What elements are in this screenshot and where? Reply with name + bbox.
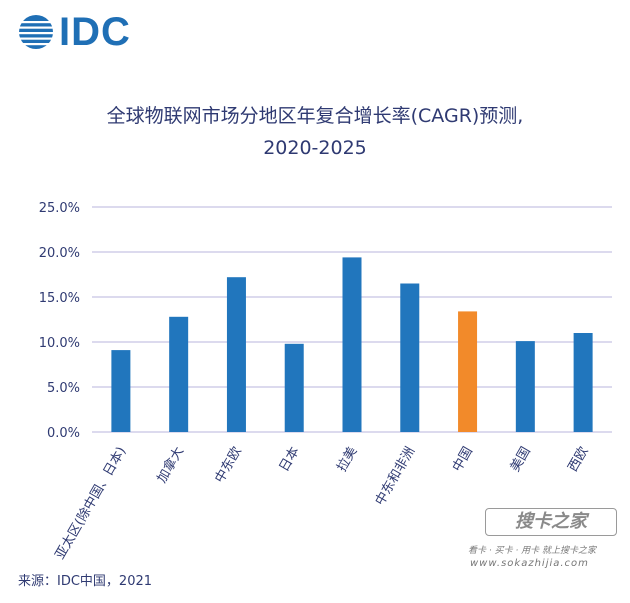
chart-title: 全球物联网市场分地区年复合增长率(CAGR)预测, 2020-2025 bbox=[0, 100, 630, 164]
x-tick-label: 中东欧 bbox=[212, 445, 244, 486]
watermark-slogan: 看卡 · 买卡 · 用卡 就上搜卡之家 bbox=[468, 546, 597, 556]
chart-title-line1: 全球物联网市场分地区年复合增长率(CAGR)预测, bbox=[106, 105, 524, 127]
watermark-url: www.sokazhijia.com bbox=[470, 558, 589, 569]
bar bbox=[515, 341, 535, 432]
bar bbox=[226, 277, 246, 432]
bar bbox=[342, 257, 362, 432]
source-note: 来源：IDC中国，2021 bbox=[18, 574, 153, 589]
y-tick-label: 25.0% bbox=[39, 201, 80, 216]
x-tick-label: 中东和非洲 bbox=[373, 445, 418, 509]
x-tick-label: 加拿大 bbox=[154, 444, 187, 486]
x-tick-label: 美国 bbox=[508, 445, 534, 475]
y-tick-label: 15.0% bbox=[39, 291, 80, 306]
bar-chart: 0.0% 5.0% 10.0% 15.0% 20.0% 25.0% 亚太区(除中国、日本) 加… bbox=[39, 201, 612, 563]
y-tick-label: 10.0% bbox=[39, 336, 80, 351]
y-tick-label: 0.0% bbox=[47, 426, 80, 441]
bar bbox=[573, 333, 593, 432]
bar bbox=[111, 350, 131, 432]
chart-title-line2: 2020-2025 bbox=[263, 137, 367, 159]
watermark-brand: 搜卡之家 bbox=[485, 508, 617, 536]
bar bbox=[400, 283, 420, 432]
idc-logo: IDC bbox=[18, 10, 131, 54]
x-tick-label: 日本 bbox=[277, 445, 303, 475]
x-tick-label: 拉美 bbox=[334, 445, 360, 475]
y-tick-label: 20.0% bbox=[39, 246, 80, 261]
x-tick-label: 西欧 bbox=[566, 445, 592, 475]
bar bbox=[169, 316, 189, 432]
x-tick-label: 亚太区(除中国、日本) bbox=[53, 445, 130, 563]
globe-icon bbox=[18, 15, 54, 49]
x-tick-label: 中国 bbox=[450, 445, 476, 475]
y-tick-label: 5.0% bbox=[47, 381, 80, 396]
logo-text: IDC bbox=[59, 10, 131, 54]
bar bbox=[284, 343, 304, 432]
bar bbox=[458, 311, 478, 432]
